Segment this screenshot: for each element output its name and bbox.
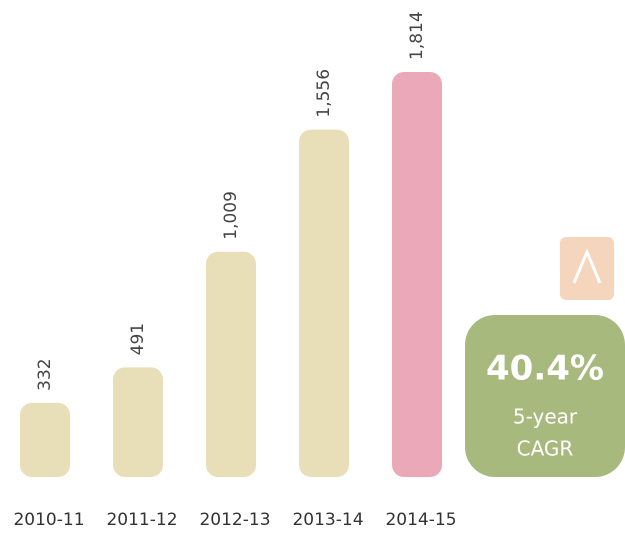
up-icon: [572, 248, 602, 284]
badge-value: 40.4%: [486, 349, 604, 389]
cagr-badge: 40.4% 5-year CAGR: [465, 237, 625, 477]
x-tick-label: 2010-11: [13, 510, 84, 530]
badge-line1: 5-year: [513, 405, 578, 429]
up-icon-background: [560, 237, 614, 300]
value-label: 1,009: [221, 191, 241, 240]
x-tick-label: 2012-13: [199, 510, 270, 530]
value-label: 332: [35, 358, 55, 390]
value-label: 1,814: [407, 11, 427, 60]
badge-background: [465, 315, 625, 477]
bar: [113, 367, 163, 477]
x-tick-label: 2013-14: [292, 510, 363, 530]
badge-line2: CAGR: [517, 437, 574, 461]
bar: [206, 251, 256, 477]
bar: [392, 72, 442, 477]
value-label: 1,556: [314, 69, 334, 118]
bar: [20, 402, 70, 477]
x-tick-label: 2011-12: [106, 510, 177, 530]
value-label: 491: [128, 323, 148, 355]
bar: [299, 129, 349, 477]
x-tick-label: 2014-15: [385, 510, 456, 530]
